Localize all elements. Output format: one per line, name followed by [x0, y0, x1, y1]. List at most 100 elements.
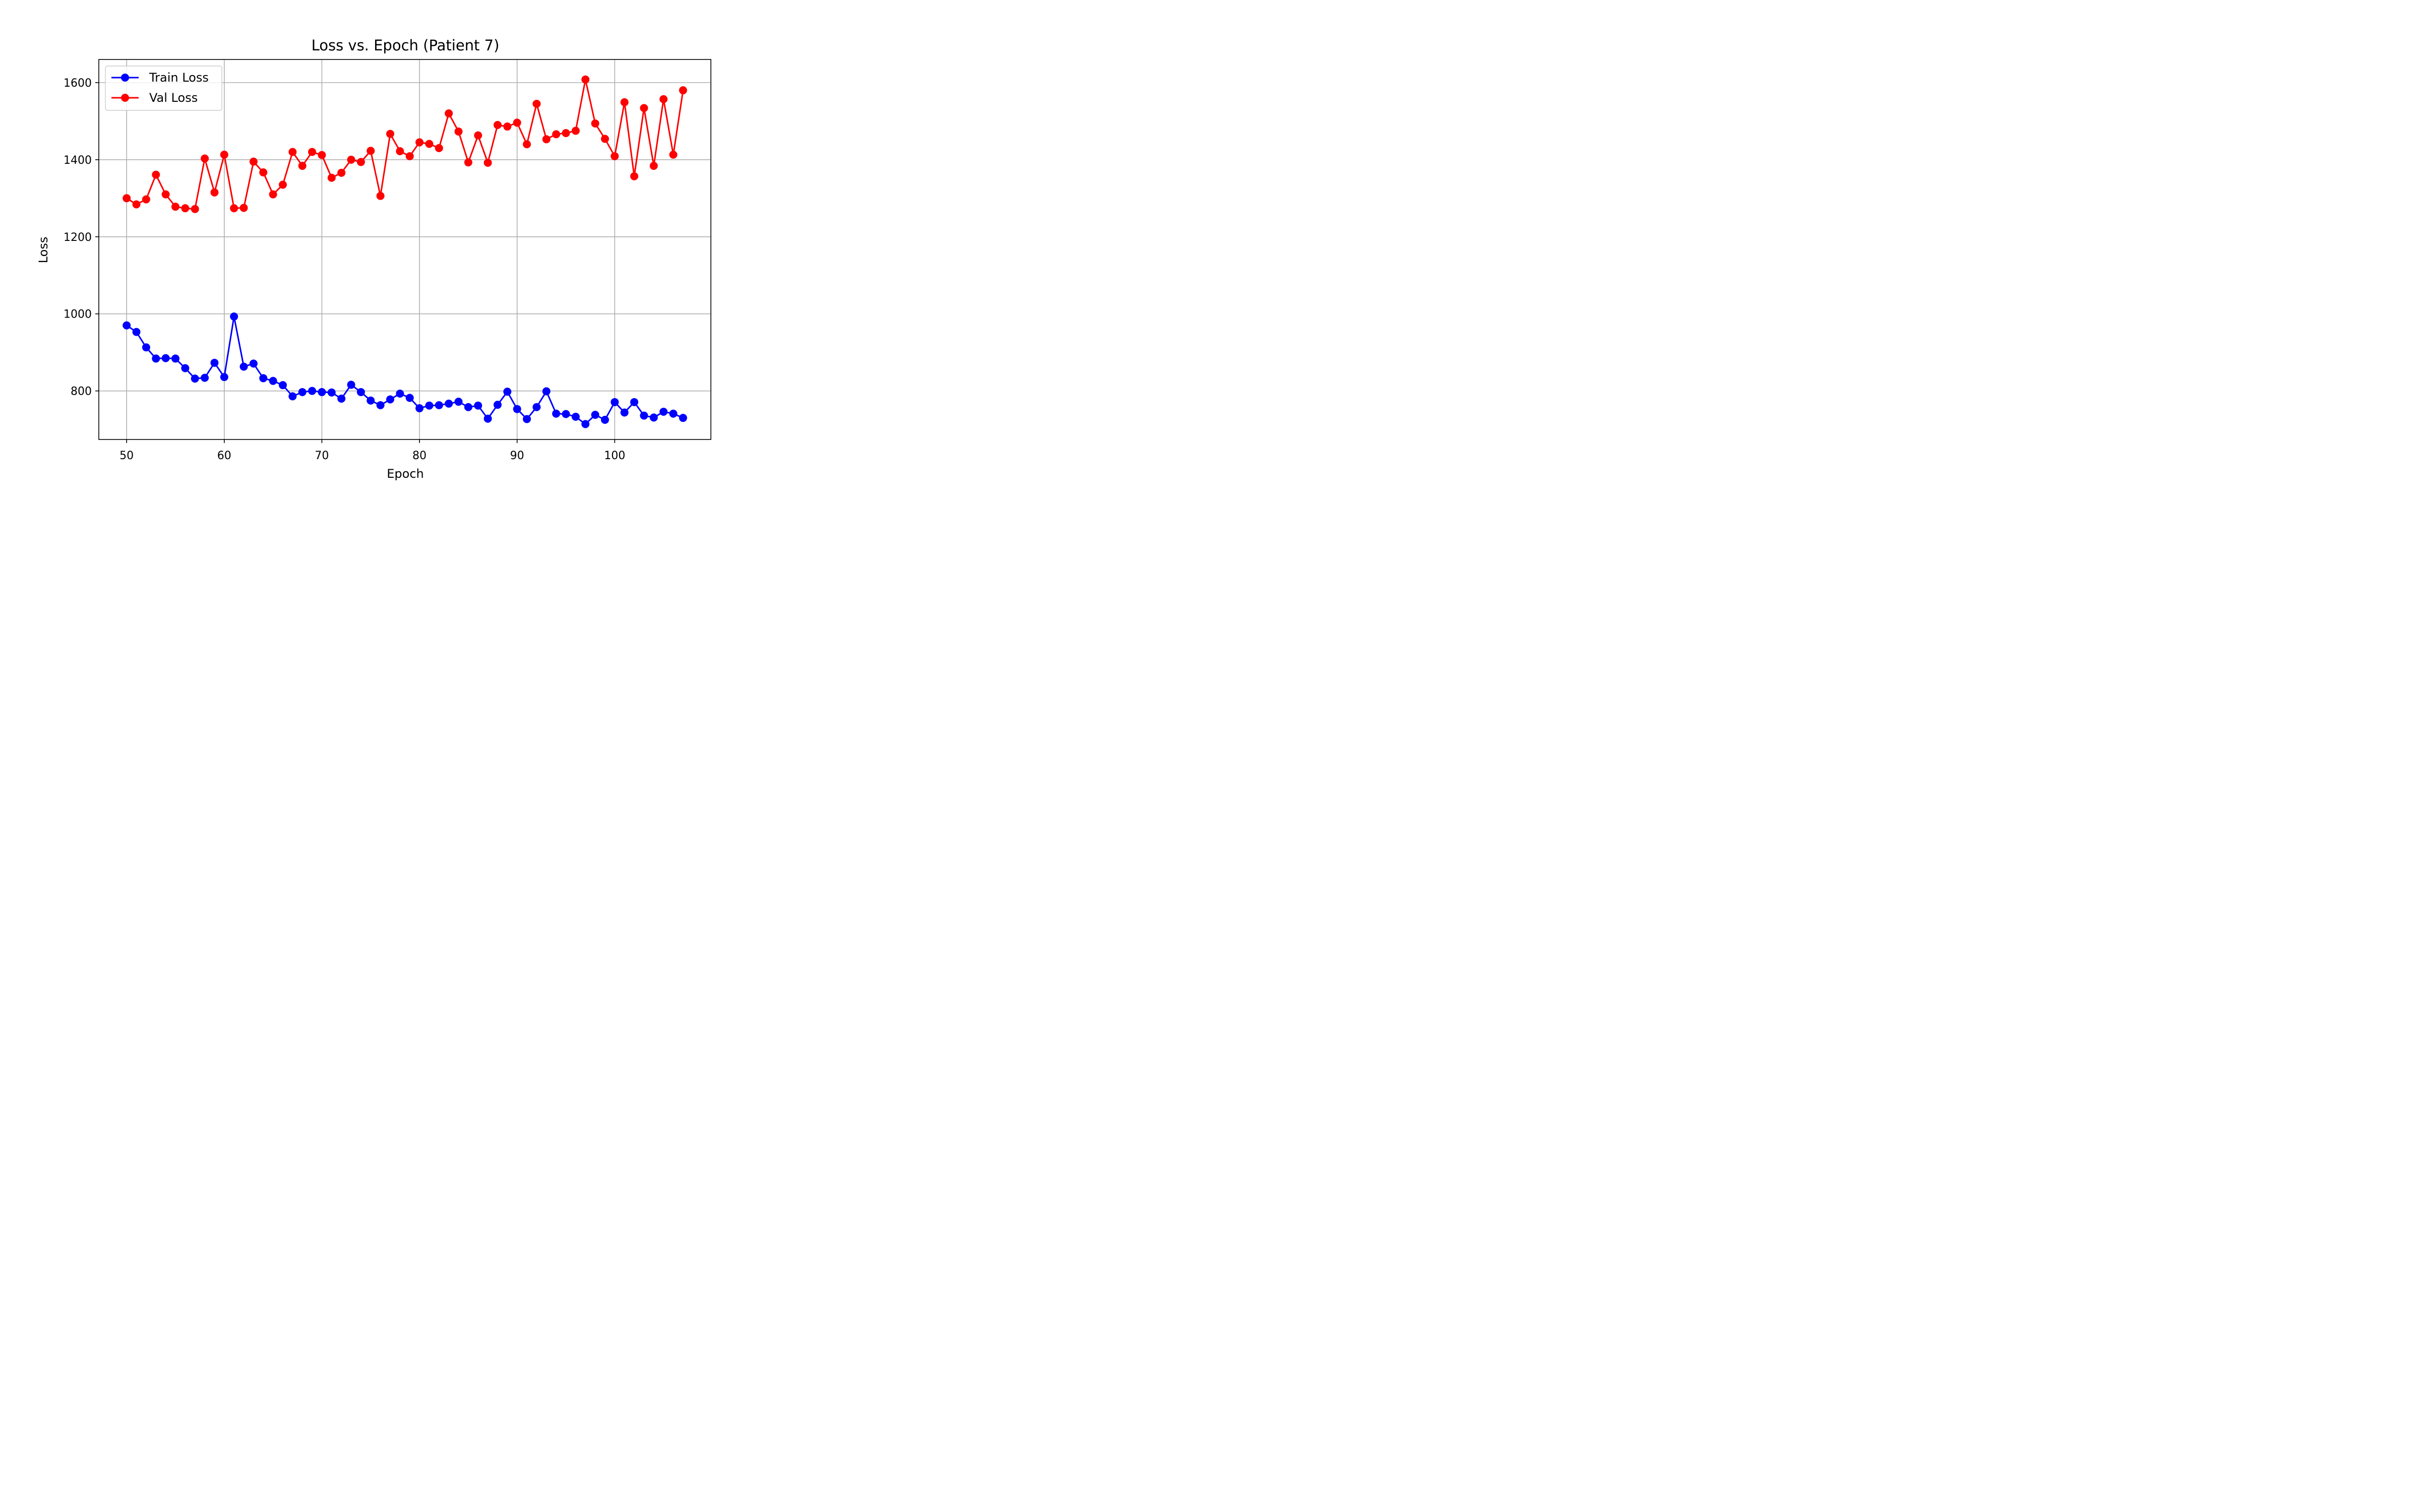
x-tick-label: 70: [315, 450, 329, 462]
train-loss-point: [327, 388, 336, 397]
legend: Train Loss Val Loss: [105, 66, 222, 111]
train-loss-point: [571, 412, 580, 421]
train-loss-point: [659, 407, 668, 416]
val-loss-point: [425, 140, 434, 148]
val-loss-point: [249, 157, 258, 166]
val-loss-point: [171, 203, 179, 211]
plot-frame: [98, 59, 711, 440]
y-tick-label: 800: [71, 386, 92, 398]
val-loss-point: [552, 130, 561, 139]
val-loss-point: [630, 172, 639, 180]
val-loss-series: [123, 75, 687, 213]
val-loss-point: [464, 158, 472, 167]
train-loss-line: [126, 316, 684, 425]
train-loss-point: [649, 413, 658, 422]
train-loss-point: [552, 409, 561, 418]
train-loss-point: [220, 373, 228, 382]
train-loss-point: [445, 399, 453, 408]
val-loss-point: [513, 118, 521, 127]
train-loss-point: [308, 387, 317, 395]
train-loss-point: [337, 394, 346, 403]
legend-val-marker: [121, 94, 129, 102]
val-loss-point: [220, 150, 228, 159]
train-loss-point: [679, 414, 687, 422]
train-loss-point: [386, 395, 394, 404]
legend-train-marker: [121, 74, 129, 82]
train-loss-point: [483, 414, 492, 423]
train-loss-point: [249, 359, 258, 368]
train-loss-point: [454, 398, 463, 406]
val-loss-point: [562, 129, 570, 138]
val-loss-point: [591, 119, 599, 128]
y-tick-label: 1200: [64, 231, 92, 244]
train-loss-point: [288, 392, 297, 401]
train-loss-point: [269, 376, 277, 385]
train-loss-point: [600, 416, 609, 424]
train-loss-point: [581, 420, 590, 428]
train-loss-point: [503, 388, 512, 396]
val-loss-point: [298, 162, 307, 170]
val-loss-point: [288, 148, 297, 156]
val-loss-point: [415, 138, 424, 147]
train-loss-point: [630, 398, 639, 406]
x-axis-label: Epoch: [387, 467, 424, 481]
val-loss-point: [161, 190, 170, 199]
train-loss-point: [640, 411, 648, 420]
train-loss-point: [542, 387, 551, 396]
val-loss-point: [376, 192, 385, 200]
train-loss-point: [523, 415, 531, 423]
val-loss-point: [649, 162, 658, 170]
val-loss-point: [523, 140, 531, 149]
val-loss-point: [269, 190, 277, 199]
x-tick-label: 50: [119, 450, 134, 462]
train-loss-point: [562, 410, 570, 418]
train-loss-point: [669, 409, 678, 418]
grid-lines: [99, 59, 711, 439]
val-loss-point: [152, 170, 160, 179]
train-loss-point: [171, 354, 179, 363]
loss-chart: 50 60 70 80 90 100 800 1000 1200 1400 1600 Loss vs…: [0, 0, 779, 486]
val-loss-point: [132, 200, 141, 209]
train-loss-point: [210, 358, 219, 367]
x-tick-label: 90: [510, 450, 524, 462]
val-loss-point: [659, 95, 668, 103]
train-loss-point: [376, 401, 385, 409]
train-loss-point: [513, 405, 521, 413]
train-loss-point: [152, 354, 160, 363]
val-loss-point: [679, 86, 687, 95]
val-loss-point: [454, 128, 463, 136]
legend-val-label: Val Loss: [149, 91, 198, 105]
val-loss-point: [405, 152, 414, 160]
val-loss-point: [669, 150, 678, 159]
train-loss-point: [161, 354, 170, 362]
train-loss-point: [230, 312, 238, 321]
val-loss-point: [474, 131, 482, 140]
val-loss-point: [493, 121, 502, 129]
train-loss-point: [142, 343, 150, 352]
x-tick-label: 100: [604, 450, 625, 462]
train-loss-point: [405, 394, 414, 402]
val-loss-point: [347, 155, 355, 164]
y-tick-label: 1000: [64, 308, 92, 321]
val-loss-point: [542, 135, 551, 144]
val-loss-point: [278, 180, 287, 189]
train-loss-series: [123, 312, 687, 428]
val-loss-point: [445, 109, 453, 118]
train-loss-point: [611, 398, 619, 406]
y-tick-label: 1400: [64, 154, 92, 167]
train-loss-point: [425, 401, 434, 410]
val-loss-point: [191, 205, 199, 213]
train-loss-point: [298, 388, 307, 396]
val-loss-point: [327, 173, 336, 182]
train-loss-point: [318, 388, 326, 396]
val-loss-point: [386, 130, 394, 138]
val-loss-point: [532, 99, 541, 108]
val-loss-point: [356, 158, 365, 166]
axis-ticks: 50 60 70 80 90 100 800 1000 1200 1400 1600: [64, 77, 625, 462]
train-loss-point: [191, 374, 199, 383]
val-loss-point: [230, 204, 238, 213]
train-loss-point: [347, 381, 355, 389]
val-loss-point: [600, 135, 609, 143]
val-loss-point: [483, 158, 492, 167]
val-loss-point: [503, 122, 512, 131]
